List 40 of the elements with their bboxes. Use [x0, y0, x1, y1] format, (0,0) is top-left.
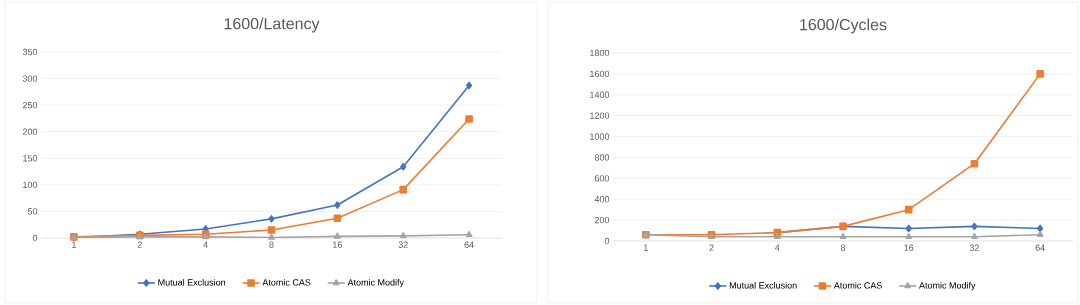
legend-label: Atomic Modify	[347, 278, 405, 288]
x-tick-label: 16	[904, 244, 914, 251]
x-tick-label: 4	[774, 244, 780, 251]
x-tick-label: 32	[969, 244, 979, 251]
x-tick-label: 1	[72, 241, 77, 248]
y-tick-label: 1600	[590, 70, 610, 78]
x-tick-label: 4	[203, 241, 208, 248]
y-tick-label: 200	[594, 216, 610, 224]
x-tick-label: 2	[709, 244, 714, 251]
y-tick-label: 50	[27, 208, 38, 215]
x-tick-label: 32	[398, 241, 408, 248]
x-tick-label: 64	[1035, 244, 1045, 251]
legend-label: Mutual Exclusion	[729, 281, 797, 289]
y-tick-label: 400	[594, 196, 610, 203]
legend-label: Mutual Exclusion	[158, 278, 226, 286]
y-tick-label: 1800	[590, 49, 610, 57]
y-tick-label: 0	[604, 237, 610, 245]
chart-title: 1600/Latency	[224, 17, 320, 33]
legend-label: Atomic CAS	[833, 281, 882, 289]
y-tick-label: 800	[594, 154, 610, 161]
y-tick-label: 0	[32, 234, 38, 242]
y-tick-label: 600	[594, 175, 610, 182]
y-tick-label: 1200	[590, 112, 610, 119]
legend-label: Atomic Modify	[919, 281, 976, 291]
y-tick-label: 150	[23, 155, 38, 162]
y-tick-label: 1400	[590, 91, 610, 98]
y-tick-label: 300	[22, 75, 38, 82]
y-tick-label: 100	[23, 181, 38, 189]
x-tick-label: 64	[464, 241, 474, 248]
legend-label: Atomic CAS	[262, 278, 311, 286]
y-tick-label: 1000	[590, 133, 610, 140]
x-tick-label: 16	[333, 241, 342, 248]
x-tick-label: 8	[269, 241, 274, 248]
x-tick-label: 8	[840, 244, 846, 251]
y-tick-label: 200	[22, 128, 38, 135]
y-tick-label: 350	[22, 48, 38, 56]
x-tick-label: 2	[137, 241, 142, 248]
chart-title: 1600/Cycles	[800, 18, 887, 34]
y-tick-label: 250	[22, 101, 38, 109]
x-tick-label: 1	[644, 244, 648, 251]
